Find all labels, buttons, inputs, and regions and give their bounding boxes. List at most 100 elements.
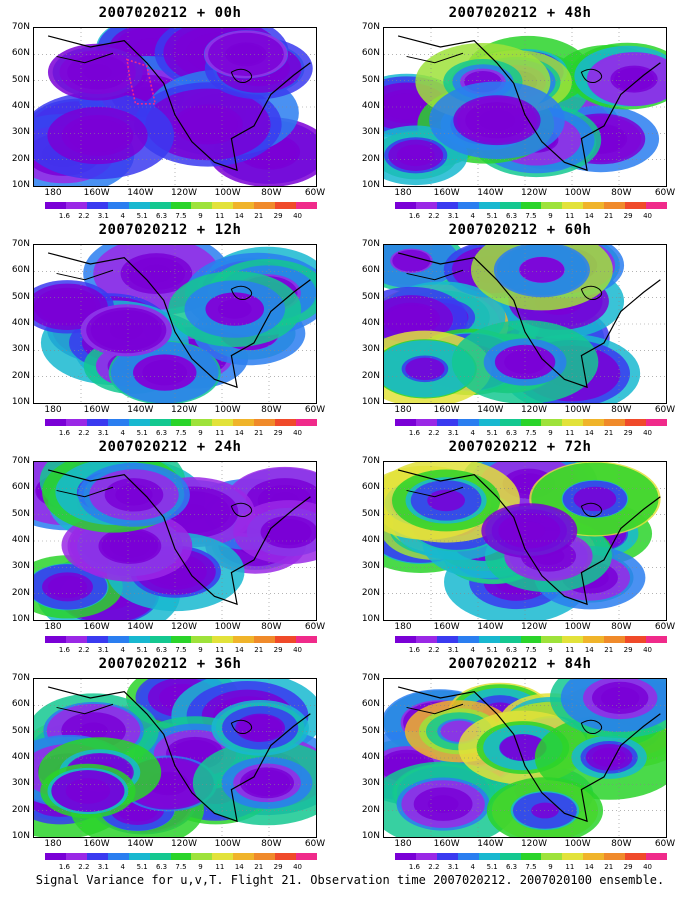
variance-field bbox=[384, 245, 666, 403]
colorbar-swatch bbox=[65, 202, 87, 209]
longitude-label: 140W bbox=[127, 405, 154, 415]
longitude-label: 120W bbox=[170, 188, 198, 198]
latitude-label: 70N bbox=[361, 456, 380, 466]
aleutian-coast bbox=[56, 486, 114, 498]
latitude-label: 40N bbox=[11, 318, 30, 328]
figure-caption: Signal Variance for u,v,T. Flight 21. Ob… bbox=[35, 873, 665, 887]
latitude-label: 70N bbox=[361, 239, 380, 249]
latitude-label: 60N bbox=[361, 265, 380, 276]
latitude-label: 10N bbox=[11, 831, 30, 841]
colorbar-swatch bbox=[457, 419, 479, 426]
longitude-label: 160W bbox=[83, 839, 110, 849]
colorbar-label: 4 bbox=[120, 646, 125, 654]
colorbar-swatch bbox=[562, 636, 584, 643]
aleutian-coast bbox=[56, 703, 114, 715]
latitude-label: 70N bbox=[11, 673, 30, 683]
colorbar-swatch bbox=[520, 419, 542, 426]
colorbar-label: 14 bbox=[584, 212, 594, 220]
map-plot-area bbox=[383, 27, 667, 187]
coastline bbox=[47, 252, 311, 389]
colorbar-swatch bbox=[436, 419, 458, 426]
variance-contours bbox=[384, 35, 666, 186]
colorbar-label: 1.6 bbox=[408, 646, 420, 654]
colorbar-label: 40 bbox=[643, 212, 653, 220]
longitude-label: 140W bbox=[477, 622, 504, 632]
colorbar-swatch bbox=[45, 419, 66, 426]
colorbar-swatch bbox=[128, 853, 150, 860]
colorbar-swatch bbox=[520, 853, 542, 860]
colorbar-label: 5.1 bbox=[136, 212, 148, 220]
longitude-label: 140W bbox=[477, 405, 504, 415]
variance-blob bbox=[243, 769, 291, 797]
colorbar-label: 7.5 bbox=[525, 212, 537, 220]
colorbar-swatch bbox=[212, 419, 234, 426]
colorbar-label: 40 bbox=[643, 863, 653, 871]
colorbar-swatch bbox=[191, 419, 213, 426]
colorbar-label: 11 bbox=[565, 863, 575, 871]
colorbar bbox=[45, 419, 317, 426]
colorbar-label: 2.2 bbox=[78, 646, 90, 654]
aleutian-coast bbox=[56, 52, 114, 64]
longitude-label: 60W bbox=[654, 188, 676, 198]
colorbar-swatch bbox=[478, 636, 500, 643]
colorbar-swatch bbox=[107, 636, 129, 643]
colorbar-swatch bbox=[254, 202, 276, 209]
latitude-label: 30N bbox=[11, 127, 30, 138]
colorbar-swatch bbox=[478, 419, 500, 426]
variance-field bbox=[34, 462, 316, 620]
colorbar-label: 11 bbox=[565, 212, 575, 220]
longitude-label: 80W bbox=[261, 622, 282, 632]
longitude-label: 80W bbox=[611, 622, 632, 632]
colorbar-label: 7.5 bbox=[175, 646, 187, 654]
latitude-label: 60N bbox=[11, 699, 30, 710]
colorbar-swatch bbox=[212, 202, 234, 209]
colorbar-label: 11 bbox=[215, 212, 225, 220]
latitude-label: 20N bbox=[11, 804, 30, 815]
colorbar-swatch bbox=[625, 853, 647, 860]
latitude-label: 40N bbox=[361, 101, 380, 111]
longitude-label: 120W bbox=[170, 405, 198, 415]
colorbar-swatch bbox=[86, 419, 108, 426]
colorbar-label: 4 bbox=[120, 863, 125, 871]
colorbar-label: 6.3 bbox=[505, 212, 518, 220]
longitude-label: 140W bbox=[127, 188, 154, 198]
colorbar-swatch bbox=[604, 853, 626, 860]
colorbar-swatch bbox=[457, 853, 479, 860]
latitude-label: 30N bbox=[361, 561, 380, 572]
variance-blob bbox=[513, 521, 546, 540]
variance-blob bbox=[237, 715, 283, 741]
colorbar-label: 6.3 bbox=[505, 646, 518, 654]
latitude-label: 10N bbox=[361, 831, 380, 841]
colorbar-swatch bbox=[541, 419, 563, 426]
longitude-label: 60W bbox=[304, 622, 326, 632]
colorbar-swatch bbox=[86, 636, 108, 643]
panel-title: 2007020212 + 12h bbox=[98, 222, 242, 238]
colorbar-label: 29 bbox=[273, 429, 283, 437]
colorbar-label: 3.1 bbox=[447, 429, 459, 437]
longitude-label: 80W bbox=[611, 839, 632, 849]
colorbar-label: 40 bbox=[643, 429, 653, 437]
panel-title: 2007020212 + 48h bbox=[448, 5, 592, 21]
longitude-label: 180 bbox=[394, 188, 412, 198]
variance-blob bbox=[427, 795, 459, 813]
colorbar-label: 3.1 bbox=[97, 429, 109, 437]
latitude-label: 20N bbox=[11, 153, 30, 164]
longitude-label: 100W bbox=[214, 839, 241, 849]
colorbar-swatch bbox=[170, 202, 192, 209]
variance-blob bbox=[478, 109, 515, 131]
colorbar-label: 40 bbox=[293, 429, 303, 437]
variance-blob bbox=[47, 575, 88, 599]
colorbar-label: 2.2 bbox=[428, 212, 440, 220]
colorbar-label: 14 bbox=[584, 863, 594, 871]
latitude-label: 40N bbox=[11, 101, 30, 111]
panel-title: 2007020212 + 00h bbox=[98, 5, 242, 21]
coastline bbox=[397, 35, 661, 172]
colorbar bbox=[395, 202, 667, 209]
variance-blob bbox=[190, 114, 226, 135]
colorbar-swatch bbox=[604, 419, 626, 426]
colorbar bbox=[395, 636, 667, 643]
variance-blob bbox=[229, 44, 263, 64]
map-panel: 2007020212 + 72h 70N 60N 50N 40N 30N 20N 10N 180… bbox=[350, 439, 690, 654]
colorbar-label: 14 bbox=[234, 212, 244, 220]
aleutian-coast bbox=[406, 52, 464, 64]
